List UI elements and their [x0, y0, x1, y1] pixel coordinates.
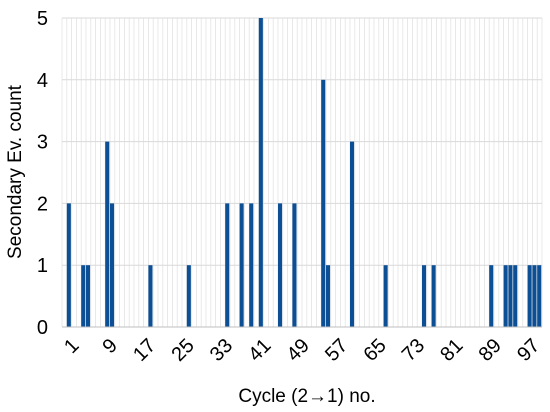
bar [532, 265, 537, 327]
bar [321, 79, 326, 327]
y-tick-label: 5 [37, 8, 48, 30]
x-tick-label: 81 [436, 335, 467, 366]
bar [537, 265, 542, 327]
bar [326, 265, 331, 327]
x-tick-label: 9 [99, 335, 122, 358]
x-tick-label: 17 [129, 335, 160, 366]
x-tick-label: 73 [398, 335, 429, 366]
bar [105, 141, 110, 327]
x-tick-label: 57 [321, 335, 352, 366]
x-tick-label: 33 [206, 335, 237, 366]
x-tick-label: 41 [244, 335, 275, 366]
bar [249, 203, 254, 327]
x-axis-title: Cycle (2→1) no. [238, 386, 375, 407]
bar [527, 265, 532, 327]
bar [186, 265, 191, 327]
bar [513, 265, 518, 327]
y-tick-label: 0 [37, 317, 48, 339]
bar [350, 141, 355, 327]
bar [225, 203, 230, 327]
bars [66, 18, 542, 327]
y-tick-label: 2 [37, 193, 48, 215]
y-tick-labels: 0 1 2 3 4 5 [37, 8, 48, 339]
bar [148, 265, 153, 327]
bar [258, 18, 263, 327]
x-tick-label: 89 [475, 335, 506, 366]
bar [110, 203, 115, 327]
bar [86, 265, 91, 327]
y-tick-label: 1 [37, 255, 48, 277]
x-tick-label: 97 [513, 335, 544, 366]
bar [239, 203, 244, 327]
grid [61, 17, 543, 328]
x-tick-label: 1 [60, 335, 83, 358]
bar [431, 265, 436, 327]
bar [278, 203, 283, 327]
x-tick-label: 65 [359, 335, 390, 366]
x-tick-label: 49 [283, 335, 314, 366]
bar [503, 265, 508, 327]
bar [292, 203, 297, 327]
bar [422, 265, 427, 327]
bar [383, 265, 388, 327]
bar [81, 265, 86, 327]
bar [489, 265, 494, 327]
y-tick-label: 3 [37, 132, 48, 154]
y-tick-label: 4 [37, 70, 48, 92]
y-axis-title: Secondary Ev. count [5, 84, 26, 259]
bar [66, 203, 71, 327]
x-tick-label: 25 [167, 335, 198, 366]
x-tick-labels: 1 9 17 25 33 41 49 57 65 73 81 89 97 [60, 335, 544, 366]
bar [508, 265, 513, 327]
